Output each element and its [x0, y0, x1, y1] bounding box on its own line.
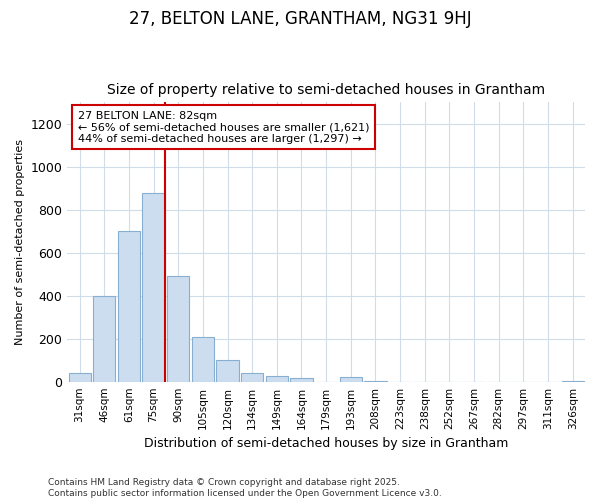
Bar [217, 360, 239, 382]
Bar [241, 373, 263, 382]
Text: 27, BELTON LANE, GRANTHAM, NG31 9HJ: 27, BELTON LANE, GRANTHAM, NG31 9HJ [128, 10, 472, 28]
Bar [266, 376, 288, 382]
Bar [118, 232, 140, 382]
Bar [142, 192, 164, 382]
Bar [68, 373, 91, 382]
X-axis label: Distribution of semi-detached houses by size in Grantham: Distribution of semi-detached houses by … [144, 437, 508, 450]
Bar [93, 296, 115, 382]
Bar [364, 380, 386, 382]
Bar [562, 380, 584, 382]
Text: Contains HM Land Registry data © Crown copyright and database right 2025.
Contai: Contains HM Land Registry data © Crown c… [48, 478, 442, 498]
Bar [340, 378, 362, 382]
Bar [290, 378, 313, 382]
Title: Size of property relative to semi-detached houses in Grantham: Size of property relative to semi-detach… [107, 83, 545, 97]
Bar [167, 276, 190, 382]
Bar [192, 336, 214, 382]
Text: 27 BELTON LANE: 82sqm
← 56% of semi-detached houses are smaller (1,621)
44% of s: 27 BELTON LANE: 82sqm ← 56% of semi-deta… [77, 110, 369, 144]
Y-axis label: Number of semi-detached properties: Number of semi-detached properties [15, 139, 25, 345]
